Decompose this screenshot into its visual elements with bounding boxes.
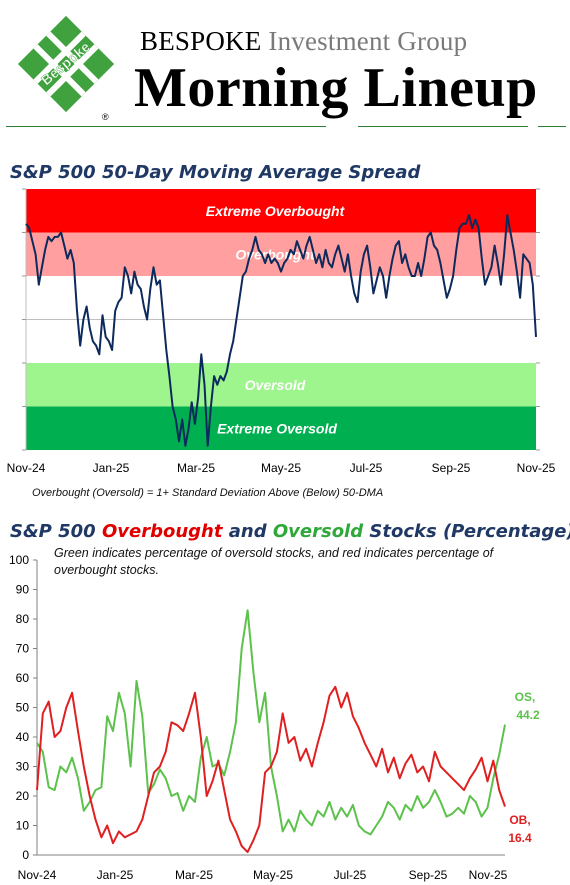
ob-os-chart: 0 10 20 30 40 50 60 70 80 90 100 OS, 44.2 OB, 16.4 Nov-… [9, 553, 540, 882]
header-rule [358, 126, 528, 127]
header-rule [538, 126, 566, 127]
header-rule [6, 126, 326, 127]
report-header: Bespoke ® BESPOKE Investment Group Morni… [0, 0, 570, 130]
title-part: and [222, 521, 273, 542]
x-tick-label: Jul-25 [350, 461, 383, 475]
brand-name: BESPOKE Investment Group [140, 26, 467, 57]
brand-rest: Investment Group [268, 26, 468, 56]
x-tick-label: Nov-25 [517, 461, 556, 475]
y-tick-label: 10 [16, 819, 30, 833]
x-tick-label: Nov-25 [469, 868, 508, 882]
x-tick-label: Jan-25 [93, 461, 130, 475]
zone-band [26, 363, 536, 407]
title-overbought: Overbought [101, 521, 223, 542]
zone-band [26, 189, 536, 233]
ob-end-label: OB, [509, 813, 530, 827]
os-end-label: OS, [515, 690, 536, 704]
x-tick-label: May-25 [253, 868, 293, 882]
zone-label: Extreme Oversold [217, 420, 337, 436]
zone-label: Extreme Overbought [206, 203, 346, 219]
report-title: Morning Lineup [134, 57, 538, 119]
x-tick-label: Jan-25 [97, 868, 134, 882]
zone-label: Oversold [245, 377, 306, 393]
y-tick-label: 100 [9, 553, 29, 567]
y-tick-label: 40 [16, 730, 30, 744]
chart1-footnote: Overbought (Oversold) = 1+ Standard Devi… [32, 487, 384, 499]
y-tick-label: 70 [16, 642, 30, 656]
x-tick-label: Mar-25 [175, 868, 213, 882]
spread-chart: Extreme Overbought Overbought Oversold Extr… [7, 188, 556, 475]
chart1-title: S&P 500 50-Day Moving Average Spread [10, 162, 421, 183]
title-oversold: Oversold [272, 521, 364, 542]
zone-label: Overbought [235, 246, 316, 262]
overbought-line [36, 685, 506, 854]
title-part: Stocks (Percentage) [363, 521, 570, 542]
registered-mark: ® [102, 112, 109, 122]
x-tick-label: May-25 [261, 461, 301, 475]
oversold-line [36, 609, 506, 836]
brand-bold: BESPOKE [140, 26, 262, 56]
title-part: S&P 500 [10, 521, 102, 542]
zone-band [26, 406, 536, 450]
x-tick-label: Nov-24 [18, 868, 57, 882]
x-tick-label: Sep-25 [409, 868, 448, 882]
y-tick-label: 60 [16, 671, 30, 685]
y-tick-label: 50 [16, 701, 30, 715]
x-tick-label: Jul-25 [334, 868, 367, 882]
chart2-note: Green indicates percentage of oversold s… [54, 546, 494, 577]
x-tick-label: Mar-25 [177, 461, 215, 475]
y-tick-label: 80 [16, 612, 30, 626]
y-tick-label: 90 [16, 583, 30, 597]
bespoke-logo: Bespoke ® [17, 15, 115, 122]
chart2-title: S&P 500 Overbought and Oversold Stocks (… [10, 521, 570, 542]
os-end-value: 44.2 [516, 708, 540, 722]
spread-line [25, 214, 537, 447]
y-tick-label: 30 [16, 760, 30, 774]
y-tick-label: 20 [16, 789, 30, 803]
y-tick-label: 0 [22, 848, 29, 862]
ob-end-value: 16.4 [508, 831, 532, 845]
x-tick-label: Sep-25 [432, 461, 471, 475]
x-tick-label: Nov-24 [7, 461, 46, 475]
